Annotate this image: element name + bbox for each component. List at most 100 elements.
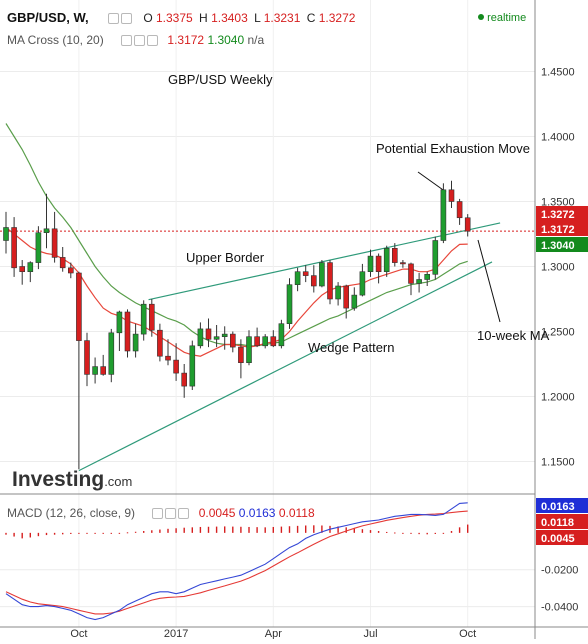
candle-body bbox=[344, 286, 349, 308]
candle-body bbox=[295, 272, 300, 285]
price-tick-label: 1.1500 bbox=[541, 457, 575, 469]
macd-histogram-bar bbox=[232, 527, 233, 533]
macd-histogram-bar bbox=[313, 525, 314, 533]
macd-histogram-bar bbox=[135, 532, 136, 533]
candle-body bbox=[109, 333, 114, 375]
close-value: 1.3272 bbox=[319, 11, 356, 25]
macd-settings-icon[interactable] bbox=[165, 508, 176, 519]
macd-histogram-bar bbox=[127, 532, 128, 533]
symbol-label[interactable]: GBP/USD, W, bbox=[7, 10, 89, 25]
macd-price-tag-label: 0.0163 bbox=[541, 501, 575, 513]
macd-histogram-bar bbox=[402, 533, 403, 534]
macd-line-value: 0.0163 bbox=[239, 506, 276, 520]
candle-body bbox=[125, 312, 130, 351]
watermark-text: Investing bbox=[12, 468, 104, 491]
macd-histogram-bar bbox=[362, 529, 363, 533]
settings-icon[interactable] bbox=[121, 13, 132, 24]
candle-body bbox=[28, 263, 33, 272]
candle-body bbox=[449, 190, 454, 202]
macd-price-tag-label: 0.0045 bbox=[541, 533, 575, 545]
macd-histogram-bar bbox=[143, 531, 144, 533]
macd-histogram-bar bbox=[30, 533, 31, 538]
candle-body bbox=[52, 229, 57, 258]
chart-title: GBP/USD Weekly bbox=[168, 72, 273, 87]
candle-body bbox=[85, 341, 90, 375]
candle-body bbox=[465, 218, 470, 231]
h-label: H bbox=[199, 11, 208, 25]
candle-body bbox=[190, 346, 195, 386]
ma-fast-value: 1.3172 bbox=[167, 33, 204, 47]
price-tag-label: 1.3040 bbox=[541, 240, 575, 252]
candle-body bbox=[68, 268, 73, 273]
candle-body bbox=[287, 285, 292, 324]
macd-histogram-bar bbox=[346, 527, 347, 533]
macd-histogram-bar bbox=[119, 533, 120, 534]
candle-body bbox=[20, 267, 25, 272]
price-tick-label: 1.4500 bbox=[541, 67, 575, 79]
macd-histogram-bar bbox=[216, 527, 217, 533]
ma-eye-icon[interactable] bbox=[121, 35, 132, 46]
watermark-suffix: .com bbox=[104, 474, 132, 489]
macd-histogram-bar bbox=[410, 533, 411, 534]
macd-histogram-bar bbox=[86, 533, 87, 534]
macd-histogram-bar bbox=[248, 527, 249, 533]
macd-histogram-bar bbox=[5, 533, 6, 535]
macd-histogram-bar bbox=[281, 527, 282, 533]
candle-body bbox=[222, 334, 227, 337]
annotation-ma: 10-week MA bbox=[477, 328, 550, 343]
macd-histogram-bar bbox=[451, 531, 452, 533]
candle-body bbox=[311, 276, 316, 286]
ma-label[interactable]: MA Cross (10, 20) bbox=[7, 33, 104, 47]
macd-histogram-bar bbox=[103, 533, 104, 534]
macd-histogram-bar bbox=[467, 525, 468, 533]
annotation-upper-border: Upper Border bbox=[186, 250, 265, 265]
ma-settings-icon[interactable] bbox=[134, 35, 145, 46]
realtime-indicator: realtime bbox=[478, 12, 526, 24]
macd-histogram-bar bbox=[273, 527, 274, 533]
macd-histogram-bar bbox=[167, 529, 168, 533]
macd-histogram-bar bbox=[13, 533, 14, 537]
macd-close-icon[interactable] bbox=[178, 508, 189, 519]
candle-body bbox=[157, 330, 162, 356]
candle-body bbox=[149, 304, 154, 330]
macd-histogram-bar bbox=[459, 527, 460, 533]
macd-histogram-bar bbox=[443, 533, 444, 534]
candle-body bbox=[198, 329, 203, 346]
macd-histogram-bar bbox=[208, 527, 209, 533]
candle-body bbox=[336, 286, 341, 299]
candle-body bbox=[263, 337, 268, 346]
macd-row: MACD (12, 26, close, 9) 0.0045 0.0163 0.… bbox=[7, 506, 315, 520]
macd-histogram-bar bbox=[38, 533, 39, 536]
candle-body bbox=[44, 229, 49, 233]
macd-tick-label: -0.0400 bbox=[541, 602, 578, 614]
candle-body bbox=[409, 264, 414, 284]
ma-na-value: n/a bbox=[247, 33, 264, 47]
macd-histogram-bar bbox=[427, 533, 428, 534]
macd-histogram-bar bbox=[386, 532, 387, 533]
macd-histogram-bar bbox=[175, 528, 176, 533]
candle-body bbox=[457, 202, 462, 218]
macd-histogram-bar bbox=[22, 533, 23, 539]
candle-body bbox=[271, 337, 276, 346]
candle-body bbox=[230, 334, 235, 347]
high-value: 1.3403 bbox=[211, 11, 248, 25]
macd-eye-icon[interactable] bbox=[152, 508, 163, 519]
candle-body bbox=[417, 280, 422, 284]
macd-histogram-bar bbox=[418, 533, 419, 534]
macd-histogram-bar bbox=[265, 527, 266, 533]
candle-body bbox=[376, 256, 381, 272]
candle-body bbox=[400, 263, 405, 264]
candle-body bbox=[206, 329, 211, 339]
ma-close-icon[interactable] bbox=[147, 35, 158, 46]
candle-body bbox=[238, 347, 243, 363]
candle-body bbox=[368, 256, 373, 272]
candle-body bbox=[133, 334, 138, 351]
candle-body bbox=[433, 241, 438, 275]
eye-icon[interactable] bbox=[108, 13, 119, 24]
candle-body bbox=[166, 356, 171, 360]
candle-body bbox=[392, 248, 397, 262]
price-tick-label: 1.4000 bbox=[541, 132, 575, 144]
macd-label[interactable]: MACD (12, 26, close, 9) bbox=[7, 506, 135, 520]
